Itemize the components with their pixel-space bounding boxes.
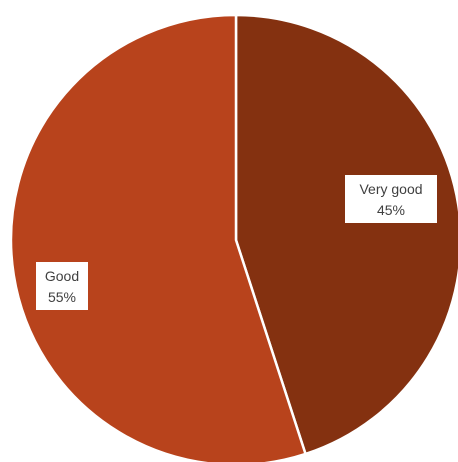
pie-slices (9, 13, 458, 462)
data-label-very-good: Very good 45% (345, 175, 437, 223)
pie-slice-good (9, 13, 307, 462)
data-label-box (345, 175, 437, 223)
data-label-percent: 55% (48, 289, 76, 305)
data-label-category: Very good (359, 181, 422, 197)
data-label-category: Good (45, 268, 79, 284)
data-label-percent: 45% (377, 202, 405, 218)
pie-slice-very-good (234, 13, 458, 456)
data-label-good: Good 55% (36, 262, 88, 310)
data-label-box (36, 262, 88, 310)
pie-labels: Very good 45% Good 55% (36, 175, 437, 310)
